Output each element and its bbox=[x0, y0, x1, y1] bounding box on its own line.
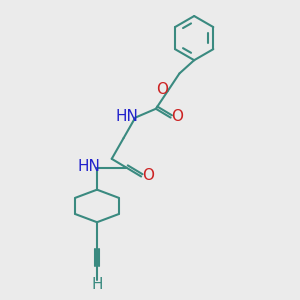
Text: HN: HN bbox=[77, 159, 100, 174]
Text: O: O bbox=[142, 167, 154, 182]
Text: O: O bbox=[171, 109, 183, 124]
Text: HN: HN bbox=[116, 109, 139, 124]
Text: O: O bbox=[156, 82, 168, 97]
Text: H: H bbox=[91, 278, 103, 292]
